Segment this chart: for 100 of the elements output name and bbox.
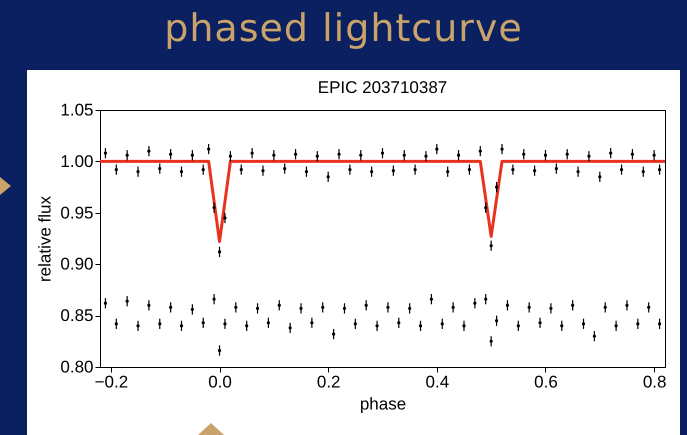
- point: [223, 322, 227, 326]
- point: [522, 152, 526, 156]
- point: [566, 152, 569, 156]
- point: [126, 300, 129, 303]
- point: [310, 321, 314, 324]
- point: [430, 298, 433, 301]
- point: [614, 324, 618, 328]
- point: [397, 321, 400, 324]
- point: [223, 216, 227, 220]
- point: [647, 306, 650, 309]
- point: [538, 321, 542, 324]
- point: [462, 324, 466, 328]
- point: [126, 154, 129, 157]
- point: [147, 304, 150, 307]
- point: [587, 154, 591, 158]
- point: [288, 326, 292, 330]
- point: [495, 186, 498, 189]
- point: [337, 152, 341, 156]
- point: [158, 322, 162, 326]
- point: [256, 306, 260, 310]
- point: [212, 298, 216, 301]
- point: [478, 150, 482, 153]
- point: [321, 306, 324, 309]
- point: [446, 170, 450, 174]
- point: [576, 170, 580, 174]
- point: [414, 168, 417, 172]
- point: [180, 324, 184, 328]
- point: [598, 175, 602, 178]
- point: [435, 147, 438, 151]
- point: [620, 168, 624, 172]
- point: [609, 152, 612, 155]
- chart-subtitle: EPIC 203710387: [318, 78, 448, 97]
- point: [304, 170, 308, 174]
- point: [202, 321, 205, 324]
- point: [375, 324, 379, 328]
- point: [452, 306, 455, 309]
- point: [261, 169, 265, 172]
- point: [516, 324, 520, 328]
- point: [484, 298, 488, 301]
- point: [370, 170, 374, 174]
- point: [104, 152, 108, 155]
- point: [549, 306, 552, 310]
- point: [380, 152, 384, 155]
- point: [114, 322, 118, 326]
- point: [528, 306, 531, 309]
- point: [582, 322, 586, 326]
- point: [169, 152, 172, 156]
- y-tick-label: 0.90: [60, 254, 94, 274]
- point: [408, 306, 412, 310]
- point: [169, 306, 172, 309]
- y-tick-label: 0.95: [60, 203, 94, 222]
- point: [207, 147, 210, 151]
- x-tick-label: 0.4: [426, 372, 450, 392]
- point: [136, 170, 140, 174]
- point: [245, 324, 248, 328]
- point: [218, 348, 222, 352]
- point: [490, 340, 493, 343]
- point: [240, 168, 243, 172]
- point: [190, 154, 194, 157]
- point: [228, 154, 232, 158]
- point: [278, 304, 281, 307]
- point: [299, 306, 303, 310]
- point: [114, 168, 118, 172]
- point: [571, 304, 574, 307]
- point: [332, 332, 336, 336]
- point: [490, 244, 493, 248]
- point: [283, 167, 286, 170]
- point: [348, 168, 352, 172]
- point: [484, 206, 488, 210]
- x-tick-label: −0.2: [94, 372, 128, 392]
- point: [136, 324, 140, 328]
- point: [456, 154, 460, 157]
- point: [544, 154, 548, 157]
- y-tick-label: 0.85: [60, 306, 94, 326]
- point: [158, 167, 162, 170]
- chart-title: phased lightcurve: [163, 6, 524, 50]
- point: [440, 322, 444, 326]
- point: [392, 169, 395, 172]
- point: [658, 168, 662, 172]
- point: [202, 168, 205, 172]
- x-tick-label: 0.2: [316, 372, 340, 392]
- point: [625, 304, 629, 307]
- point: [424, 154, 428, 158]
- point: [418, 324, 422, 328]
- point: [359, 154, 362, 157]
- point: [104, 302, 108, 305]
- point: [495, 319, 498, 322]
- point: [180, 170, 184, 174]
- point: [234, 306, 238, 309]
- point: [272, 154, 276, 157]
- point: [326, 175, 330, 178]
- point: [636, 322, 640, 326]
- point: [604, 306, 607, 309]
- point: [354, 322, 357, 326]
- point: [212, 206, 216, 210]
- point: [630, 152, 634, 156]
- y-tick-label: 1.05: [60, 100, 94, 120]
- point: [468, 168, 472, 172]
- y-tick-label: 1.00: [60, 152, 94, 171]
- point: [652, 154, 656, 157]
